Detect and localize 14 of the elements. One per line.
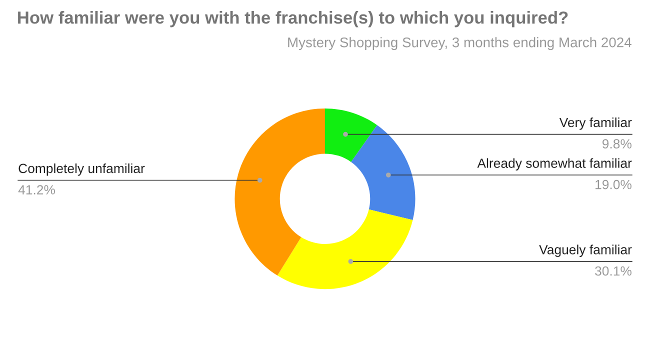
chart-title: How familiar were you with the franchise(s) to which you inquired? [18,11,568,28]
data-label: 30.1% [595,266,632,276]
donut-slice [325,108,378,162]
slice-label: Very familiar [559,117,632,130]
data-label: 19.0% [596,180,632,190]
slice-label: Vaguely familiar [539,244,632,257]
data-label: 9.8% [602,139,632,149]
slice-label: Already somewhat familiar [477,158,632,171]
data-label: 41.2% [18,185,55,194]
donut-slice [277,209,413,290]
chart-subtitle: Mystery Shopping Survey, 3 months ending March 2024 [288,37,632,50]
slice-label: Completely unfamiliar [18,163,145,176]
donut-slice [234,108,325,276]
donut-slice [351,125,416,220]
